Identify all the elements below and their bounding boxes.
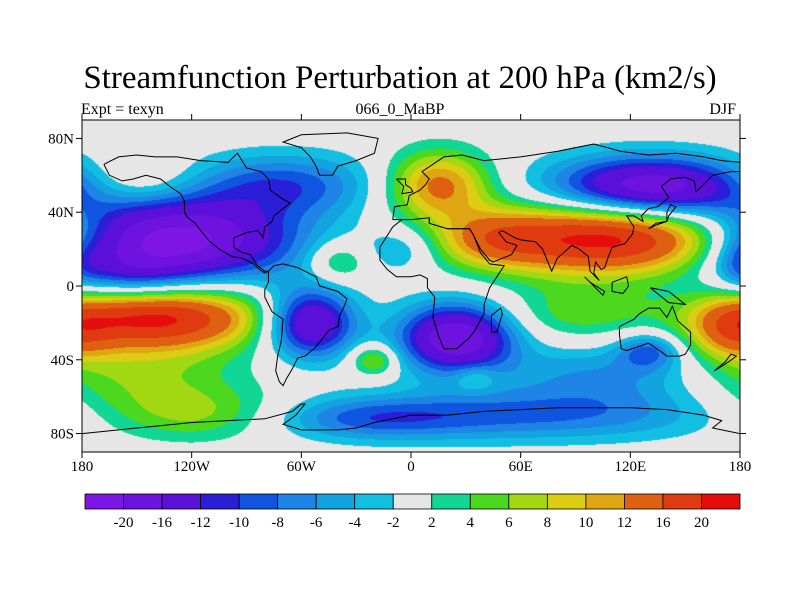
- coastline-segment: [490, 307, 503, 333]
- coastline-segment: [392, 171, 740, 281]
- x-tick-label: 120W: [173, 459, 211, 475]
- colorbar-label: 6: [505, 515, 513, 531]
- experiment-label: Expt = texyn: [81, 101, 164, 118]
- colorbar-label: -4: [348, 515, 361, 531]
- colorbar-swatch: [315, 493, 356, 510]
- colorbar-swatch: [662, 493, 702, 510]
- colorbar-label: -16: [152, 515, 172, 531]
- colorbar-swatch: [431, 493, 471, 510]
- colorbar-swatch: [84, 493, 124, 510]
- colorbar-swatch: [508, 493, 548, 510]
- coastline-segment: [714, 353, 738, 372]
- colorbar-swatch: [546, 493, 587, 510]
- colorbar-swatch: [200, 493, 240, 510]
- colorbar-label: -6: [310, 515, 323, 531]
- colorbar-label: -10: [229, 515, 249, 531]
- coastline-segment: [264, 263, 348, 387]
- colorbar-label: 20: [694, 515, 709, 531]
- coastline-segment: [103, 152, 292, 274]
- colorbar-label: -8: [271, 515, 284, 531]
- coastline-segment: [611, 276, 630, 294]
- y-tick-label: 80N: [48, 131, 74, 147]
- coastline-segment: [281, 132, 379, 176]
- colorbar-label: 8: [544, 515, 552, 531]
- colorbar-swatch: [392, 493, 433, 510]
- y-tick-label: 80S: [51, 427, 74, 443]
- case-label: 066_0_MaBP: [355, 101, 445, 118]
- colorbar-swatch: [161, 493, 201, 510]
- streamfunction-field: [82, 120, 740, 452]
- plot-area: [81, 119, 741, 453]
- colorbar-label: 10: [578, 515, 593, 531]
- colorbar-swatch: [701, 493, 741, 510]
- y-tick-label: 40N: [48, 205, 74, 221]
- colorbar-swatch: [354, 493, 394, 510]
- coastline-segment: [396, 178, 414, 195]
- colorbar-label: 4: [467, 515, 475, 531]
- y-tick-label: 40S: [51, 353, 74, 369]
- axes: 180 120W 60W 0 60E 120E 180 80N 40N 0 40S 80S: [48, 114, 751, 475]
- x-tick-label: 180: [729, 459, 752, 475]
- coastline-segment: [379, 217, 506, 350]
- colorbar-label: -2: [387, 515, 400, 531]
- colorbar-swatch: [123, 493, 163, 510]
- map-title: Streamfunction Perturbation at 200 hPa (…: [83, 60, 717, 96]
- colorbar-swatch: [277, 493, 317, 510]
- coastline-segment: [584, 276, 606, 297]
- x-tick-label: 60E: [509, 459, 533, 475]
- x-tick-label: 60W: [287, 459, 317, 475]
- colorbar-label: 16: [655, 515, 671, 531]
- colorbar-label: 12: [617, 515, 632, 531]
- colorbar-label: -12: [191, 515, 211, 531]
- coastline-segment: [648, 204, 677, 230]
- colorbar: -20 -16 -12 -10 -8 -6 -4 -2 2 4 6 8 10 12 16 20: [84, 493, 741, 531]
- colorbar-swatch: [469, 493, 510, 510]
- season-label: DJF: [709, 101, 736, 118]
- coastline-segment: [392, 143, 740, 220]
- x-tick-label: 120E: [614, 459, 646, 475]
- coastline-segment: [650, 287, 687, 306]
- colorbar-swatch: [585, 493, 625, 510]
- y-tick-label: 0: [67, 279, 75, 295]
- colorbar-label: 2: [428, 515, 436, 531]
- x-tick-label: 180: [71, 459, 94, 475]
- coastline-segment: [618, 305, 692, 357]
- colorbar-label: -20: [114, 515, 134, 531]
- colorbar-swatch: [238, 493, 279, 510]
- coastline-segment: [82, 403, 740, 435]
- x-tick-label: 0: [407, 459, 415, 475]
- colorbar-swatch: [624, 493, 664, 510]
- coastlines: [82, 132, 740, 435]
